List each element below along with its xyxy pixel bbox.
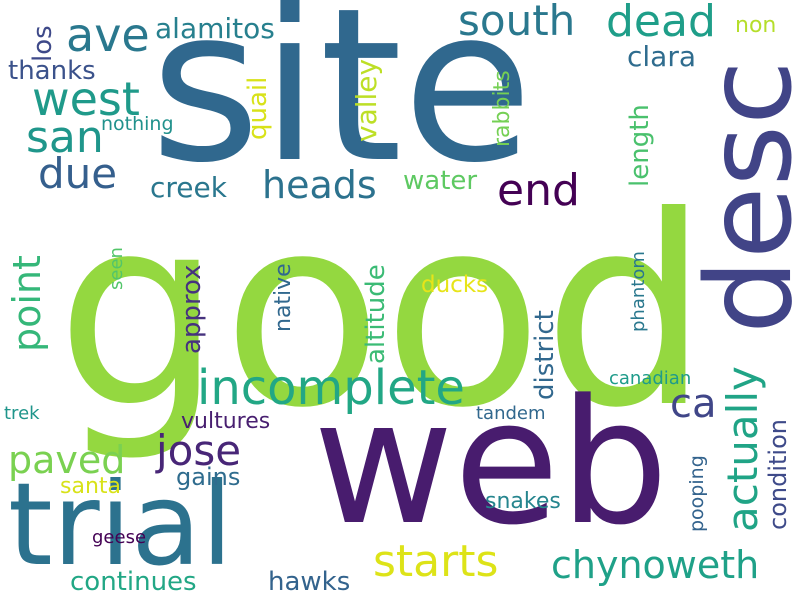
word-ducks: ducks: [421, 272, 489, 298]
word-water: water: [403, 166, 478, 196]
word-good: good: [56, 160, 710, 465]
word-district: district: [530, 310, 560, 400]
word-santa: santa: [60, 474, 121, 499]
word-tandem: tandem: [476, 403, 546, 424]
word-snakes: snakes: [485, 489, 561, 514]
word-thanks: thanks: [8, 56, 96, 86]
word-clara: clara: [627, 40, 697, 73]
word-length: length: [625, 104, 655, 187]
word-gains: gains: [176, 463, 241, 491]
word-native: native: [271, 263, 296, 332]
word-continues: continues: [70, 567, 197, 597]
word-trial: trial: [8, 458, 233, 591]
word-incomplete: incomplete: [197, 360, 465, 416]
word-chynoweth: chynoweth: [551, 543, 760, 587]
word-non: non: [735, 13, 777, 38]
word-ca: ca: [670, 381, 717, 427]
word-west: west: [32, 72, 140, 126]
word-vultures: vultures: [181, 409, 271, 434]
word-due: due: [38, 149, 118, 198]
word-rabbits: rabbits: [490, 70, 515, 147]
word-site: site: [150, 0, 533, 209]
word-desc: desc: [680, 60, 800, 334]
word-geese: geese: [92, 527, 147, 548]
word-south: south: [458, 0, 576, 45]
word-starts: starts: [373, 536, 499, 587]
word-phantom: phantom: [628, 251, 649, 332]
word-altitude: altitude: [361, 264, 391, 364]
word-heads: heads: [262, 163, 377, 207]
word-point: point: [5, 255, 49, 352]
word-trek: trek: [4, 403, 40, 424]
word-san: san: [26, 112, 104, 163]
word-seen: seen: [106, 247, 127, 290]
word-creek: creek: [150, 171, 227, 204]
word-web: web: [313, 362, 669, 563]
word-end: end: [497, 165, 580, 216]
word-alamitos: alamitos: [155, 12, 275, 45]
word-jose: jose: [156, 426, 242, 475]
word-hawks: hawks: [268, 567, 351, 597]
word-pooping: pooping: [686, 455, 708, 532]
word-condition: condition: [764, 419, 792, 530]
word-valley: valley: [350, 58, 383, 142]
word-paved: paved: [8, 438, 126, 482]
word-actually: actually: [718, 366, 767, 532]
word-dead: dead: [606, 0, 716, 47]
word-ave: ave: [66, 8, 150, 62]
word-quail: quail: [243, 76, 273, 140]
word-approx: approx: [177, 264, 207, 354]
word-canadian: canadian: [609, 368, 692, 389]
word-nothing: nothing: [101, 113, 174, 135]
